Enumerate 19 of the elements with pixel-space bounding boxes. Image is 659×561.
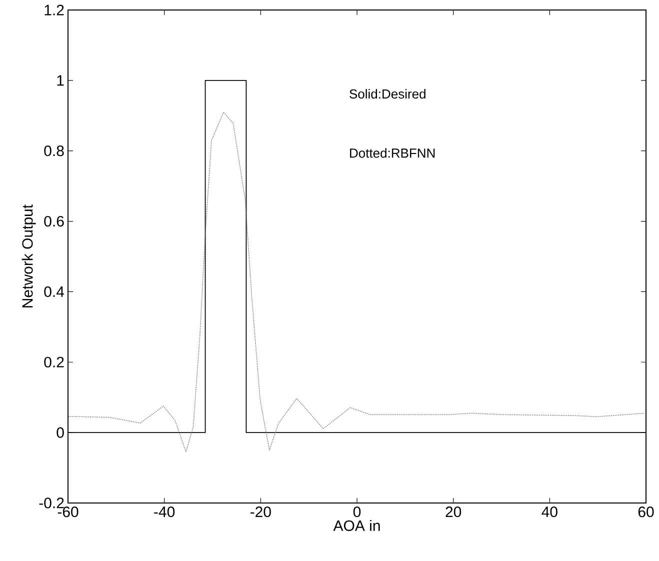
x-tick-label: 0	[353, 506, 361, 518]
y-tick-label: 0.4	[44, 286, 64, 298]
y-tick-label: 0.6	[44, 216, 64, 227]
x-tick-label: -20	[250, 506, 271, 518]
y-tick-label: 0.2	[44, 356, 64, 368]
y-tick-label: 0.8	[44, 146, 64, 156]
y-axis-title: Network Output	[22, 204, 36, 308]
y-tick-label: 1.2	[44, 4, 64, 16]
y-tick-label: -0.2	[39, 498, 64, 508]
x-tick-label: -60	[58, 506, 78, 518]
x-axis-title: AOA in	[333, 520, 380, 532]
x-tick-label: 40	[542, 506, 558, 518]
x-tick-label: -40	[154, 506, 175, 518]
annotation: Dotted:RBFNN	[350, 148, 435, 158]
y-tick-label: 1	[57, 75, 64, 86]
x-tick-label: 60	[638, 506, 654, 518]
annotation: Solid:Desired	[350, 89, 426, 99]
y-tick-label: 0	[56, 427, 64, 438]
x-tick-label: 20	[446, 506, 462, 518]
